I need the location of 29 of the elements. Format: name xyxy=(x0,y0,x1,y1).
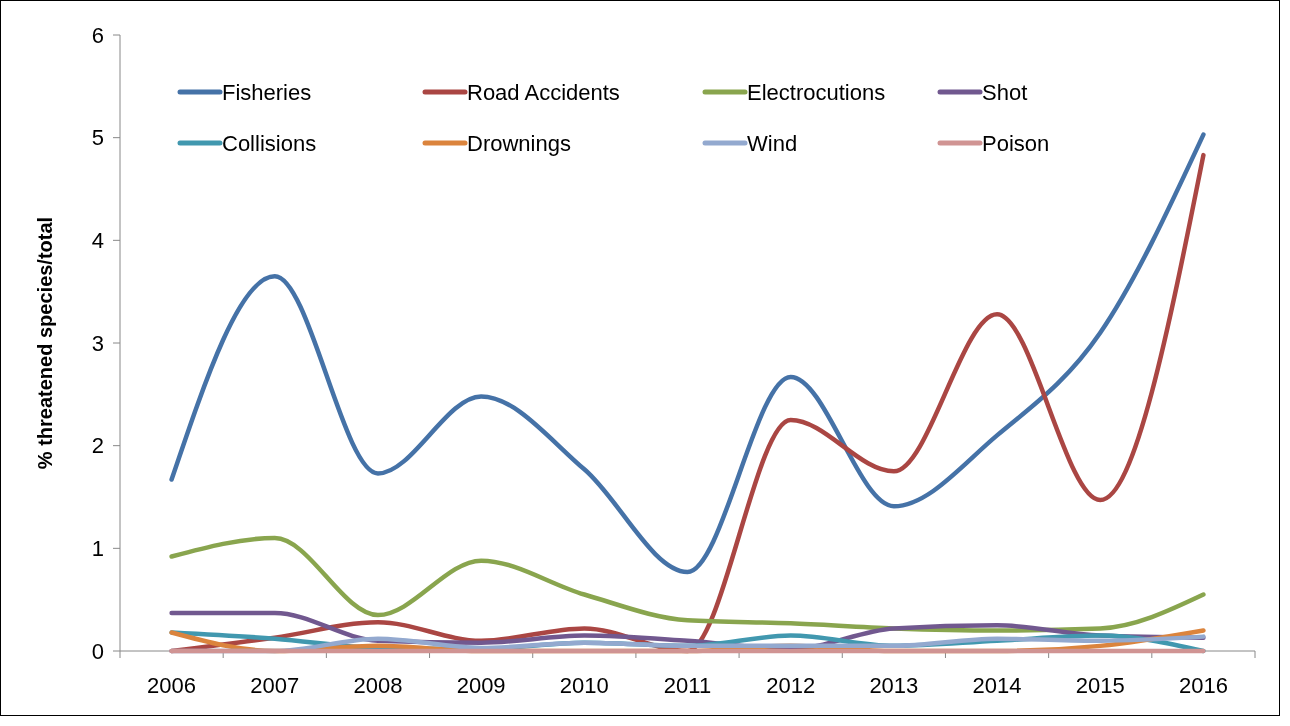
y-tick-label: 3 xyxy=(91,330,104,356)
line-series xyxy=(169,132,1206,575)
x-tick-label: 2014 xyxy=(972,673,1022,698)
legend-label: Road Accidents xyxy=(467,79,620,105)
line-series xyxy=(169,535,1206,633)
x-tick-label: 2007 xyxy=(250,673,300,698)
legend-label: Collisions xyxy=(222,130,317,156)
x-tick-label: 2015 xyxy=(1075,673,1125,698)
x-tick-label: 2008 xyxy=(353,673,403,698)
legend-label: Fisheries xyxy=(222,79,312,105)
y-tick-label: 4 xyxy=(91,228,104,254)
legend-label: Poison xyxy=(982,130,1050,156)
legend-label: Shot xyxy=(982,79,1028,105)
x-tick-label: 2010 xyxy=(559,673,609,698)
y-tick-label: 0 xyxy=(91,638,104,664)
x-tick-label: 2013 xyxy=(869,673,919,698)
x-tick-label: 2016 xyxy=(1178,673,1228,698)
x-tick-label: 2009 xyxy=(456,673,506,698)
y-tick-label: 2 xyxy=(91,433,104,459)
y-tick-label: 1 xyxy=(91,536,104,562)
y-axis-title: % threatened species/total xyxy=(34,216,56,470)
legend-label: Wind xyxy=(747,130,798,156)
legend-label: Electrocutions xyxy=(747,79,886,105)
x-tick-label: 2012 xyxy=(766,673,816,698)
x-tick-label: 2011 xyxy=(663,673,712,698)
legend-label: Drownings xyxy=(467,130,571,156)
y-tick-label: 6 xyxy=(91,22,104,48)
y-tick-label: 5 xyxy=(91,125,104,151)
x-tick-label: 2006 xyxy=(147,673,197,698)
